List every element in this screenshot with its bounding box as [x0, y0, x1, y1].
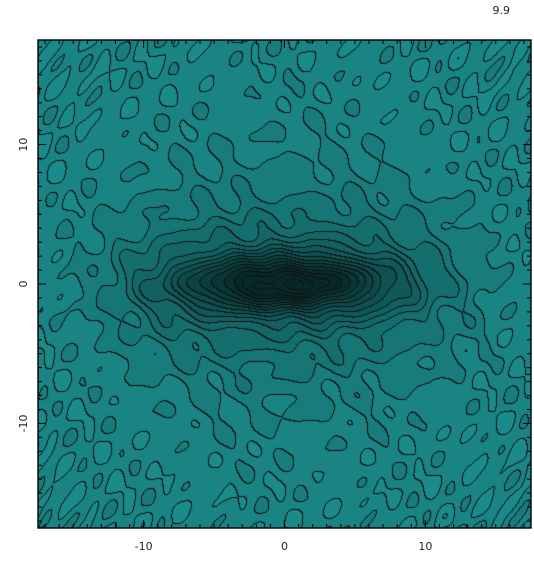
contour-field — [38, 40, 531, 528]
y-tick-label: 10 — [17, 138, 30, 152]
x-tick-label: 10 — [418, 540, 432, 553]
y-tick-label: -10 — [17, 414, 30, 432]
x-tick-label: 0 — [281, 540, 288, 553]
y-tick-label: 0 — [17, 281, 30, 288]
corner-label: 9.9 — [492, 4, 511, 17]
x-tick-label: -10 — [135, 540, 153, 553]
plot-frame — [37, 39, 532, 529]
